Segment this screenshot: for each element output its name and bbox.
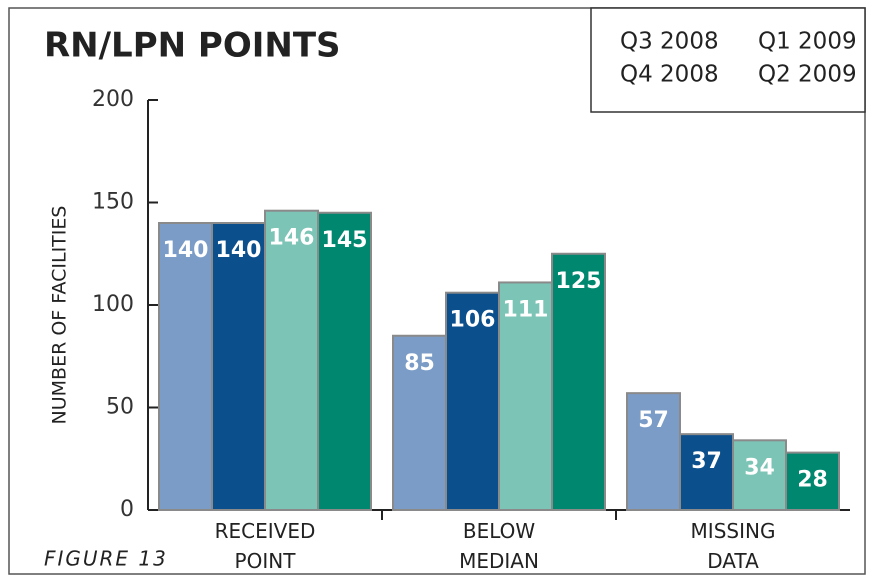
y-axis-label: NUMBER OF FACILITIES — [49, 206, 71, 425]
x-tick-label: BELOW MEDIAN — [459, 519, 539, 573]
value-label: 57 — [638, 408, 669, 433]
value-label: 145 — [322, 228, 368, 253]
x-tick-label: MISSING DATA — [691, 519, 776, 573]
bar — [732, 439, 787, 511]
y-tick-label: 100 — [92, 292, 134, 317]
legend-entry: Q1 2009 — [758, 29, 857, 55]
chart-title: RN/LPN POINTS — [44, 26, 341, 66]
value-label: 140 — [163, 238, 209, 263]
value-label: 106 — [450, 308, 496, 333]
legend-box — [590, 7, 866, 113]
legend-entry: Q3 2008 — [620, 29, 719, 55]
value-label: 146 — [269, 226, 315, 251]
bar — [264, 209, 319, 511]
y-tick-label: 50 — [106, 395, 134, 420]
bar — [679, 433, 734, 511]
x-tick-label: RECEIVED POINT — [215, 519, 316, 573]
y-tick-label: 0 — [120, 497, 134, 522]
legend-entry: Q4 2008 — [620, 62, 719, 88]
value-label: 111 — [503, 297, 549, 322]
value-label: 125 — [556, 269, 602, 294]
legend-entry: Q2 2009 — [758, 62, 857, 88]
bar — [498, 281, 553, 512]
bar — [785, 451, 840, 512]
value-label: 34 — [744, 455, 775, 480]
y-tick-label: 200 — [92, 87, 134, 112]
bar — [445, 291, 500, 512]
figure-label: FIGURE 13 — [44, 547, 168, 571]
value-label: 85 — [404, 351, 435, 376]
value-label: 140 — [216, 238, 262, 263]
bar — [317, 211, 372, 511]
value-label: 28 — [797, 468, 828, 493]
bar — [211, 222, 266, 511]
bar — [551, 252, 606, 511]
value-label: 37 — [691, 449, 722, 474]
y-tick-label: 150 — [92, 190, 134, 215]
bar — [158, 222, 213, 511]
